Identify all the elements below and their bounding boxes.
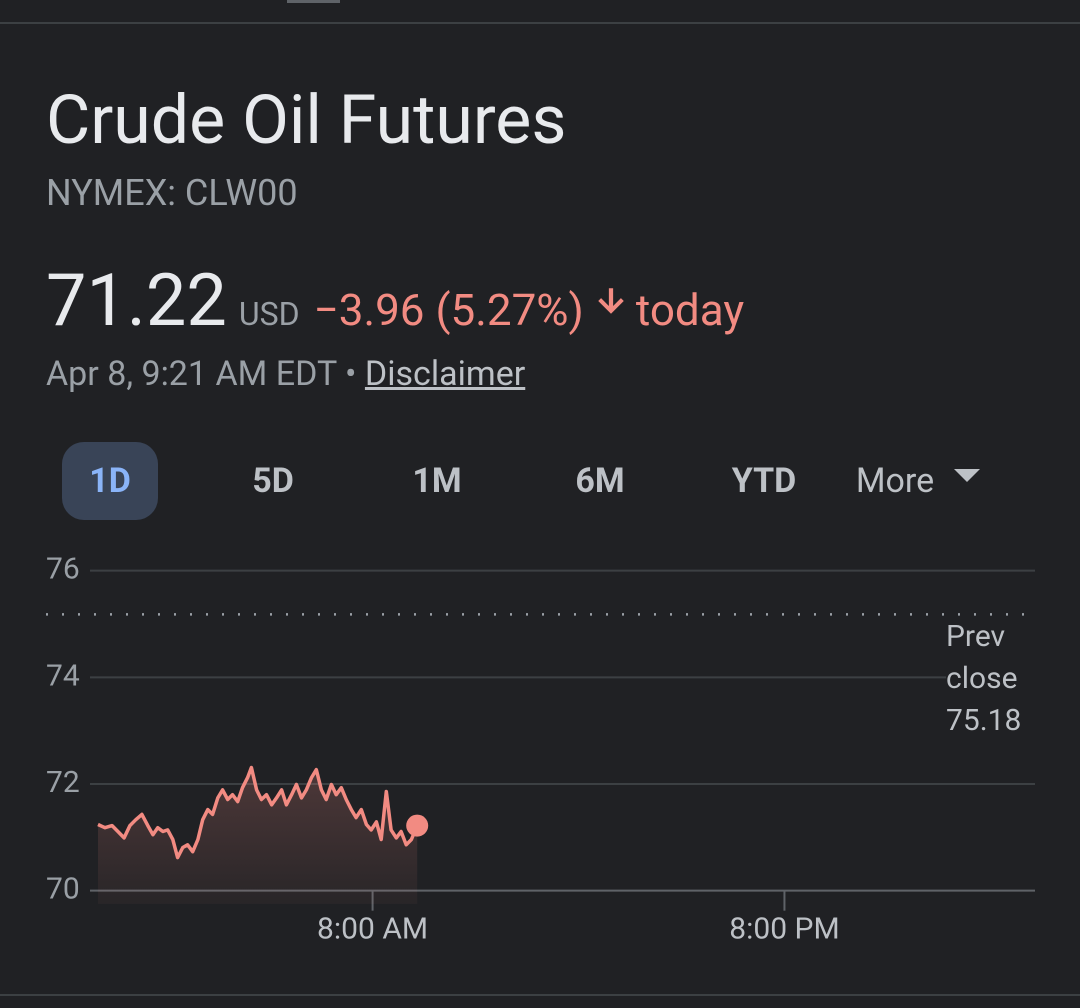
range-tab[interactable]: YTD bbox=[716, 442, 812, 520]
range-tab[interactable]: 6M bbox=[552, 442, 648, 520]
tab-label: YTD bbox=[731, 461, 797, 501]
disclaimer-link[interactable]: Disclaimer bbox=[364, 354, 526, 394]
tab-label: More bbox=[855, 461, 935, 501]
dropdown-icon bbox=[954, 469, 981, 483]
tab-label: 1D bbox=[89, 461, 131, 501]
range-tab[interactable]: 5D bbox=[225, 442, 321, 520]
last-point bbox=[406, 814, 429, 837]
y-tick-label: 74 bbox=[46, 658, 80, 693]
separator: • bbox=[345, 354, 357, 394]
prev-close-annotation: Prev close 75.18 bbox=[946, 616, 1046, 742]
timestamp-line: Apr 8, 9:21 AM EDT • Disclaimer bbox=[46, 354, 525, 394]
y-tick-label: 76 bbox=[46, 552, 80, 587]
timestamp: Apr 8, 9:21 AM EDT bbox=[46, 354, 337, 394]
price: 71.22 bbox=[46, 258, 227, 343]
prev-close-value: 75.18 bbox=[946, 703, 1022, 738]
tab-label: 1M bbox=[412, 461, 462, 501]
tab-label: 6M bbox=[575, 461, 625, 501]
line bbox=[97, 765, 419, 860]
title: Crude Oil Futures bbox=[46, 80, 567, 160]
down-arrow bbox=[598, 287, 624, 314]
x-tick-label: 8:00 PM bbox=[729, 912, 839, 947]
range-tab[interactable]: More bbox=[844, 442, 994, 520]
range-tab[interactable]: 1D bbox=[62, 442, 158, 520]
ticker: NYMEX: CLW00 bbox=[46, 172, 298, 214]
prev-close-label: Prev close bbox=[946, 619, 1018, 696]
currency: USD bbox=[238, 295, 300, 333]
x-tick-label: 8:00 AM bbox=[317, 912, 428, 947]
range-tab[interactable]: 1M bbox=[389, 442, 485, 520]
area bbox=[98, 767, 418, 904]
top-handle bbox=[287, 0, 340, 3]
tab-label: 5D bbox=[252, 461, 294, 501]
y-tick-label: 70 bbox=[46, 872, 80, 907]
price-line: 71.22 USD −3.96 (5.27%) today bbox=[46, 258, 744, 343]
change: −3.96 (5.27%) bbox=[313, 284, 584, 336]
change-suffix: today bbox=[635, 284, 745, 336]
y-tick-label: 72 bbox=[46, 765, 80, 800]
